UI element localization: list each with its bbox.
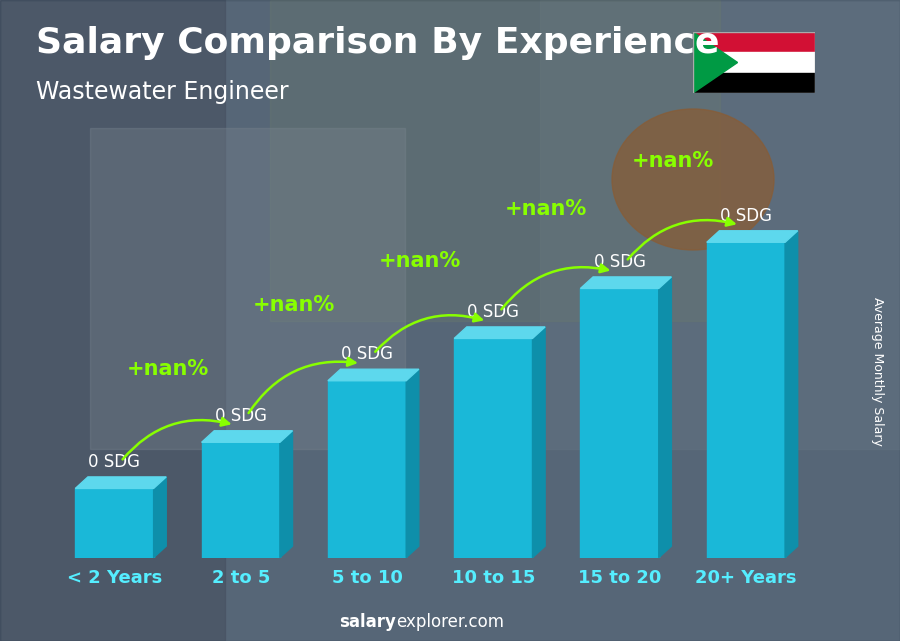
Bar	[693, 72, 814, 93]
Text: Average Monthly Salary: Average Monthly Salary	[871, 297, 884, 446]
Text: +nan%: +nan%	[126, 359, 209, 379]
Polygon shape	[659, 277, 671, 558]
Polygon shape	[202, 431, 292, 442]
Bar	[693, 53, 814, 72]
Bar	[454, 338, 533, 558]
Text: 0 SDG: 0 SDG	[720, 207, 772, 225]
Polygon shape	[706, 231, 797, 242]
Polygon shape	[693, 32, 737, 93]
Polygon shape	[328, 369, 418, 381]
Bar	[580, 288, 659, 558]
Ellipse shape	[612, 109, 774, 250]
Polygon shape	[785, 231, 797, 558]
Text: 0 SDG: 0 SDG	[88, 453, 140, 471]
Bar	[270, 0, 720, 320]
Polygon shape	[454, 327, 545, 338]
Bar	[0, 0, 225, 641]
Polygon shape	[154, 477, 166, 558]
Text: +nan%: +nan%	[632, 151, 714, 171]
Text: 0 SDG: 0 SDG	[467, 303, 519, 321]
Bar	[202, 442, 280, 558]
Polygon shape	[406, 369, 419, 558]
Text: 0 SDG: 0 SDG	[341, 345, 393, 363]
Text: 0 SDG: 0 SDG	[594, 253, 645, 271]
Bar	[540, 0, 900, 449]
Text: +nan%: +nan%	[253, 296, 335, 315]
Polygon shape	[76, 477, 166, 488]
Text: 0 SDG: 0 SDG	[215, 407, 266, 425]
Text: Salary Comparison By Experience: Salary Comparison By Experience	[36, 26, 719, 60]
Text: explorer.com: explorer.com	[396, 613, 504, 631]
Bar	[693, 32, 814, 53]
Bar	[328, 381, 406, 558]
Polygon shape	[580, 277, 671, 288]
Bar	[76, 488, 154, 558]
Bar	[706, 242, 785, 558]
Polygon shape	[533, 327, 545, 558]
Text: +nan%: +nan%	[505, 199, 588, 219]
Bar	[90, 128, 405, 449]
Polygon shape	[280, 431, 292, 558]
Text: salary: salary	[339, 613, 396, 631]
Text: Wastewater Engineer: Wastewater Engineer	[36, 80, 289, 104]
Text: +nan%: +nan%	[379, 251, 461, 271]
